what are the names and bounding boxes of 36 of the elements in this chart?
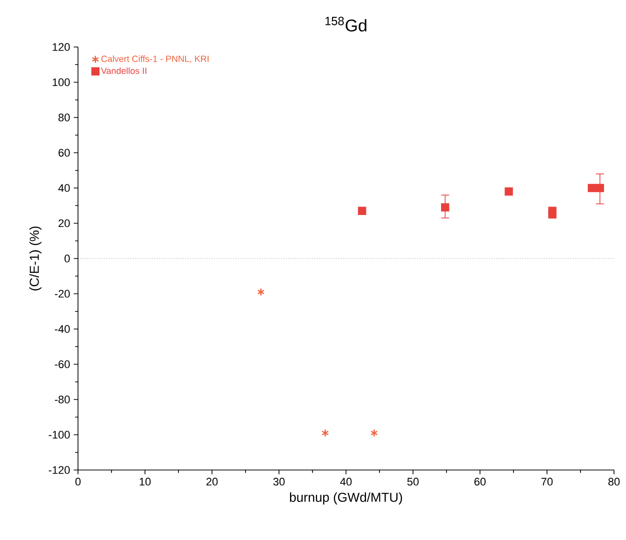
y-tick-label: -120 xyxy=(48,466,70,474)
x-tick-label: 40 xyxy=(340,478,352,486)
y-axis-title: (C/E-1) (%) xyxy=(29,226,42,290)
x-tick-label: 20 xyxy=(206,478,218,486)
x-tick-label: 70 xyxy=(541,478,553,486)
x-axis-title: burnup (GWd/MTU) xyxy=(290,492,402,504)
y-tick-label: 20 xyxy=(58,219,70,228)
point xyxy=(370,428,378,438)
chart-title: $^{158}$Gd xyxy=(325,16,366,32)
y-tick-label: -20 xyxy=(54,290,70,298)
point xyxy=(504,187,513,196)
y-tick-label: -40 xyxy=(54,325,70,333)
point xyxy=(441,203,450,212)
point xyxy=(588,184,596,192)
y-tick-label: 120 xyxy=(52,43,70,51)
y-tick-label: -60 xyxy=(54,360,70,368)
y-tick-label: 60 xyxy=(58,148,70,157)
point xyxy=(596,184,604,192)
y-tick-label: -80 xyxy=(54,396,70,404)
x-tick-label: 80 xyxy=(608,478,620,486)
point xyxy=(257,288,265,296)
y-tick-label: 80 xyxy=(58,114,70,122)
y-tick-label: 0 xyxy=(64,254,70,262)
point xyxy=(358,206,366,216)
legend-label: Vandellos II xyxy=(100,67,146,74)
x-tick-label: 0 xyxy=(75,478,81,486)
y-tick-label: 40 xyxy=(58,184,70,192)
x-tick-label: 10 xyxy=(140,478,151,486)
legend-label: Calvert Ciffs-1 - PNNL, KRI xyxy=(101,55,209,64)
x-tick-label: 30 xyxy=(273,478,285,486)
x-tick-label: 50 xyxy=(407,478,419,486)
y-tick-label: 100 xyxy=(52,78,70,86)
point xyxy=(322,428,329,438)
y-tick-label: -100 xyxy=(48,430,70,439)
x-tick-label: 60 xyxy=(474,478,486,486)
point xyxy=(548,210,556,219)
